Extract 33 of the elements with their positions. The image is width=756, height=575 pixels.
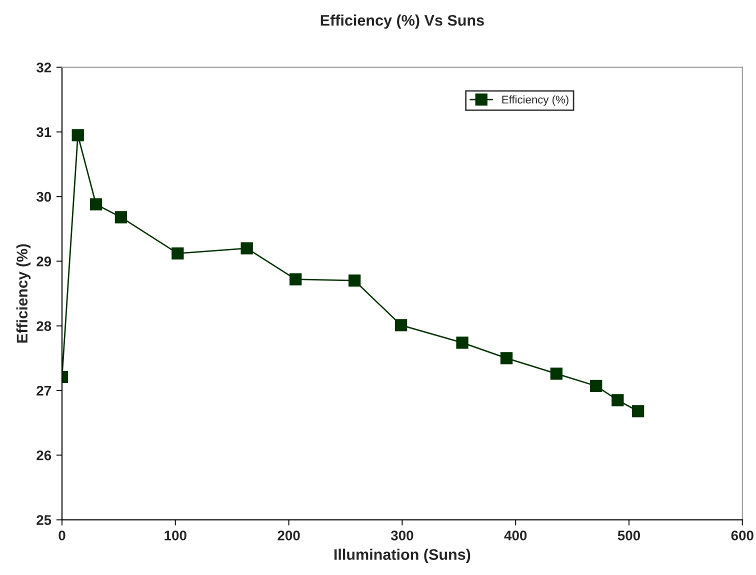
y-tick-label: 32 (36, 62, 52, 72)
point (240, 242, 253, 254)
point (72, 129, 84, 142)
y-tick-label: 31 (36, 127, 52, 138)
point (290, 273, 302, 286)
x-tick-label: 500 (618, 530, 640, 540)
x-tick-label: 0 (58, 530, 66, 540)
y-tick-label: 28 (36, 321, 52, 332)
y-axis-title: Efficiency (%) (16, 244, 31, 343)
y-tick-label: 30 (36, 192, 52, 202)
x-tick-label: 200 (278, 530, 300, 540)
point (348, 274, 361, 287)
point (456, 336, 468, 349)
x-tick-label: 300 (390, 530, 414, 540)
point (394, 319, 408, 332)
y-tick-label: 27 (36, 386, 51, 396)
point (172, 247, 184, 260)
x-tick-label: 600 (731, 530, 754, 540)
point (550, 368, 562, 380)
legend-label: Efficiency (%) (502, 95, 568, 106)
point (90, 198, 102, 210)
x-axis-title: Illumination (Suns) (334, 548, 470, 563)
point (632, 405, 644, 418)
y-tick-label: 25 (36, 515, 52, 525)
point (114, 211, 128, 224)
point (590, 380, 602, 392)
chart-title: Efficiency (%) Vs Suns (320, 14, 484, 29)
x-tick-label: 100 (164, 530, 186, 540)
x-tick-label: 400 (504, 530, 527, 540)
y-tick-label: 29 (36, 256, 52, 266)
y-tick-label: 26 (36, 450, 52, 460)
point (612, 394, 624, 406)
point (500, 352, 513, 364)
